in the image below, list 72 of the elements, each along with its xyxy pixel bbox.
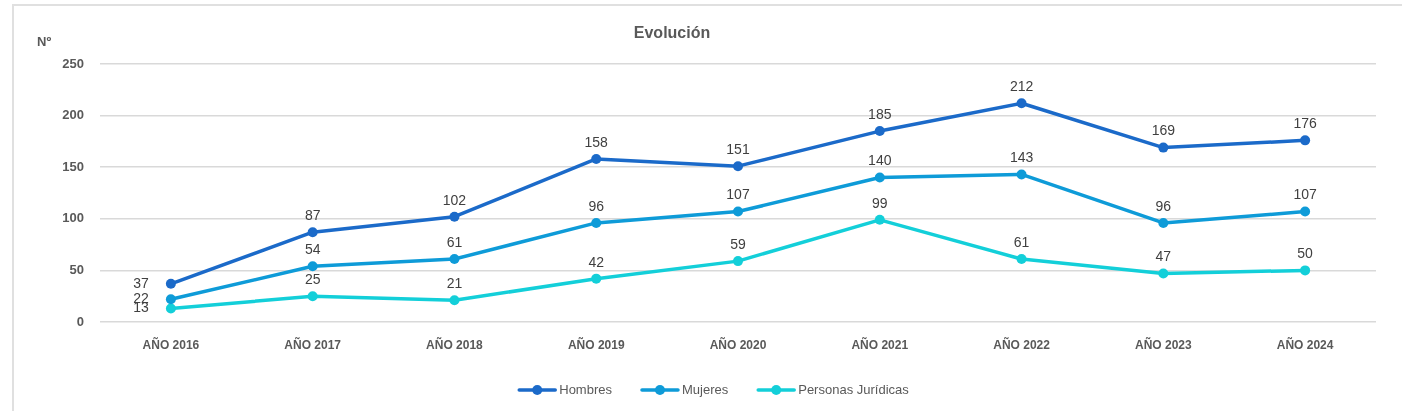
x-tick-label: AÑO 2018 [426, 336, 484, 352]
y-tick-label: 50 [69, 261, 84, 277]
data-label: 140 [868, 152, 892, 169]
data-label: 61 [446, 233, 463, 250]
data-label: 37 [133, 274, 150, 291]
point [1158, 268, 1169, 279]
data-label: 107 [726, 186, 750, 203]
data-label: 176 [1293, 115, 1317, 132]
data-label: 87 [304, 207, 321, 224]
point [1016, 98, 1027, 109]
y-tick-label: 250 [62, 55, 84, 71]
point [165, 294, 176, 305]
x-tick-label: AÑO 2021 [851, 336, 909, 352]
point [733, 206, 743, 217]
x-tick-label: AÑO 2017 [284, 336, 342, 352]
point [1016, 169, 1027, 180]
data-label: 169 [1151, 122, 1176, 139]
data-label: 185 [868, 105, 892, 122]
point [165, 278, 176, 289]
x-tick-label: AÑO 2020 [709, 336, 767, 352]
data-label: 59 [730, 235, 746, 252]
data-label: 54 [304, 241, 321, 258]
point [591, 217, 602, 228]
point [733, 256, 743, 267]
point [1158, 142, 1169, 153]
data-label: 47 [1155, 248, 1172, 265]
data-label: 96 [1155, 197, 1172, 214]
x-tick-label: AÑO 2024 [1276, 336, 1334, 352]
data-label: 158 [584, 133, 609, 150]
y-axis-title: Nº [37, 33, 52, 49]
data-label: 50 [1297, 245, 1314, 262]
point [449, 211, 460, 222]
y-tick-label: 0 [76, 313, 84, 329]
point [874, 172, 885, 183]
point [307, 261, 318, 272]
point [307, 291, 318, 302]
point [449, 254, 460, 265]
legend-label: Personas Jurídicas [798, 381, 910, 397]
y-tick-label: 200 [62, 107, 84, 123]
x-tick-label: AÑO 2023 [1134, 336, 1192, 352]
point [1158, 217, 1169, 228]
point [874, 214, 885, 225]
legend-label: Mujeres [681, 381, 729, 397]
point [733, 161, 743, 172]
y-tick-label: 100 [62, 210, 84, 226]
data-label: 212 [1009, 78, 1034, 95]
data-label: 99 [871, 194, 888, 211]
point [449, 295, 460, 306]
chart-title: Evolución [633, 24, 711, 42]
data-label: 25 [304, 271, 321, 288]
x-tick-label: AÑO 2022 [993, 336, 1051, 352]
point [1016, 254, 1027, 265]
legend-label: Hombres [559, 381, 613, 397]
y-tick-label: 150 [62, 158, 84, 174]
data-label: 102 [442, 191, 467, 208]
point [591, 153, 602, 164]
point [591, 273, 602, 284]
point [1300, 265, 1311, 276]
point [1300, 206, 1311, 217]
data-label: 107 [1293, 186, 1317, 203]
data-label: 151 [726, 141, 750, 158]
data-label: 42 [588, 253, 605, 270]
data-label: 21 [446, 275, 463, 292]
x-tick-label: AÑO 2016 [142, 336, 200, 352]
point [307, 227, 318, 238]
point [874, 126, 885, 137]
data-label: 61 [1013, 233, 1030, 250]
x-tick-label: AÑO 2019 [567, 336, 625, 352]
data-label: 96 [588, 197, 605, 214]
point [165, 303, 176, 314]
data-label: 143 [1009, 149, 1034, 166]
point [1300, 135, 1311, 146]
